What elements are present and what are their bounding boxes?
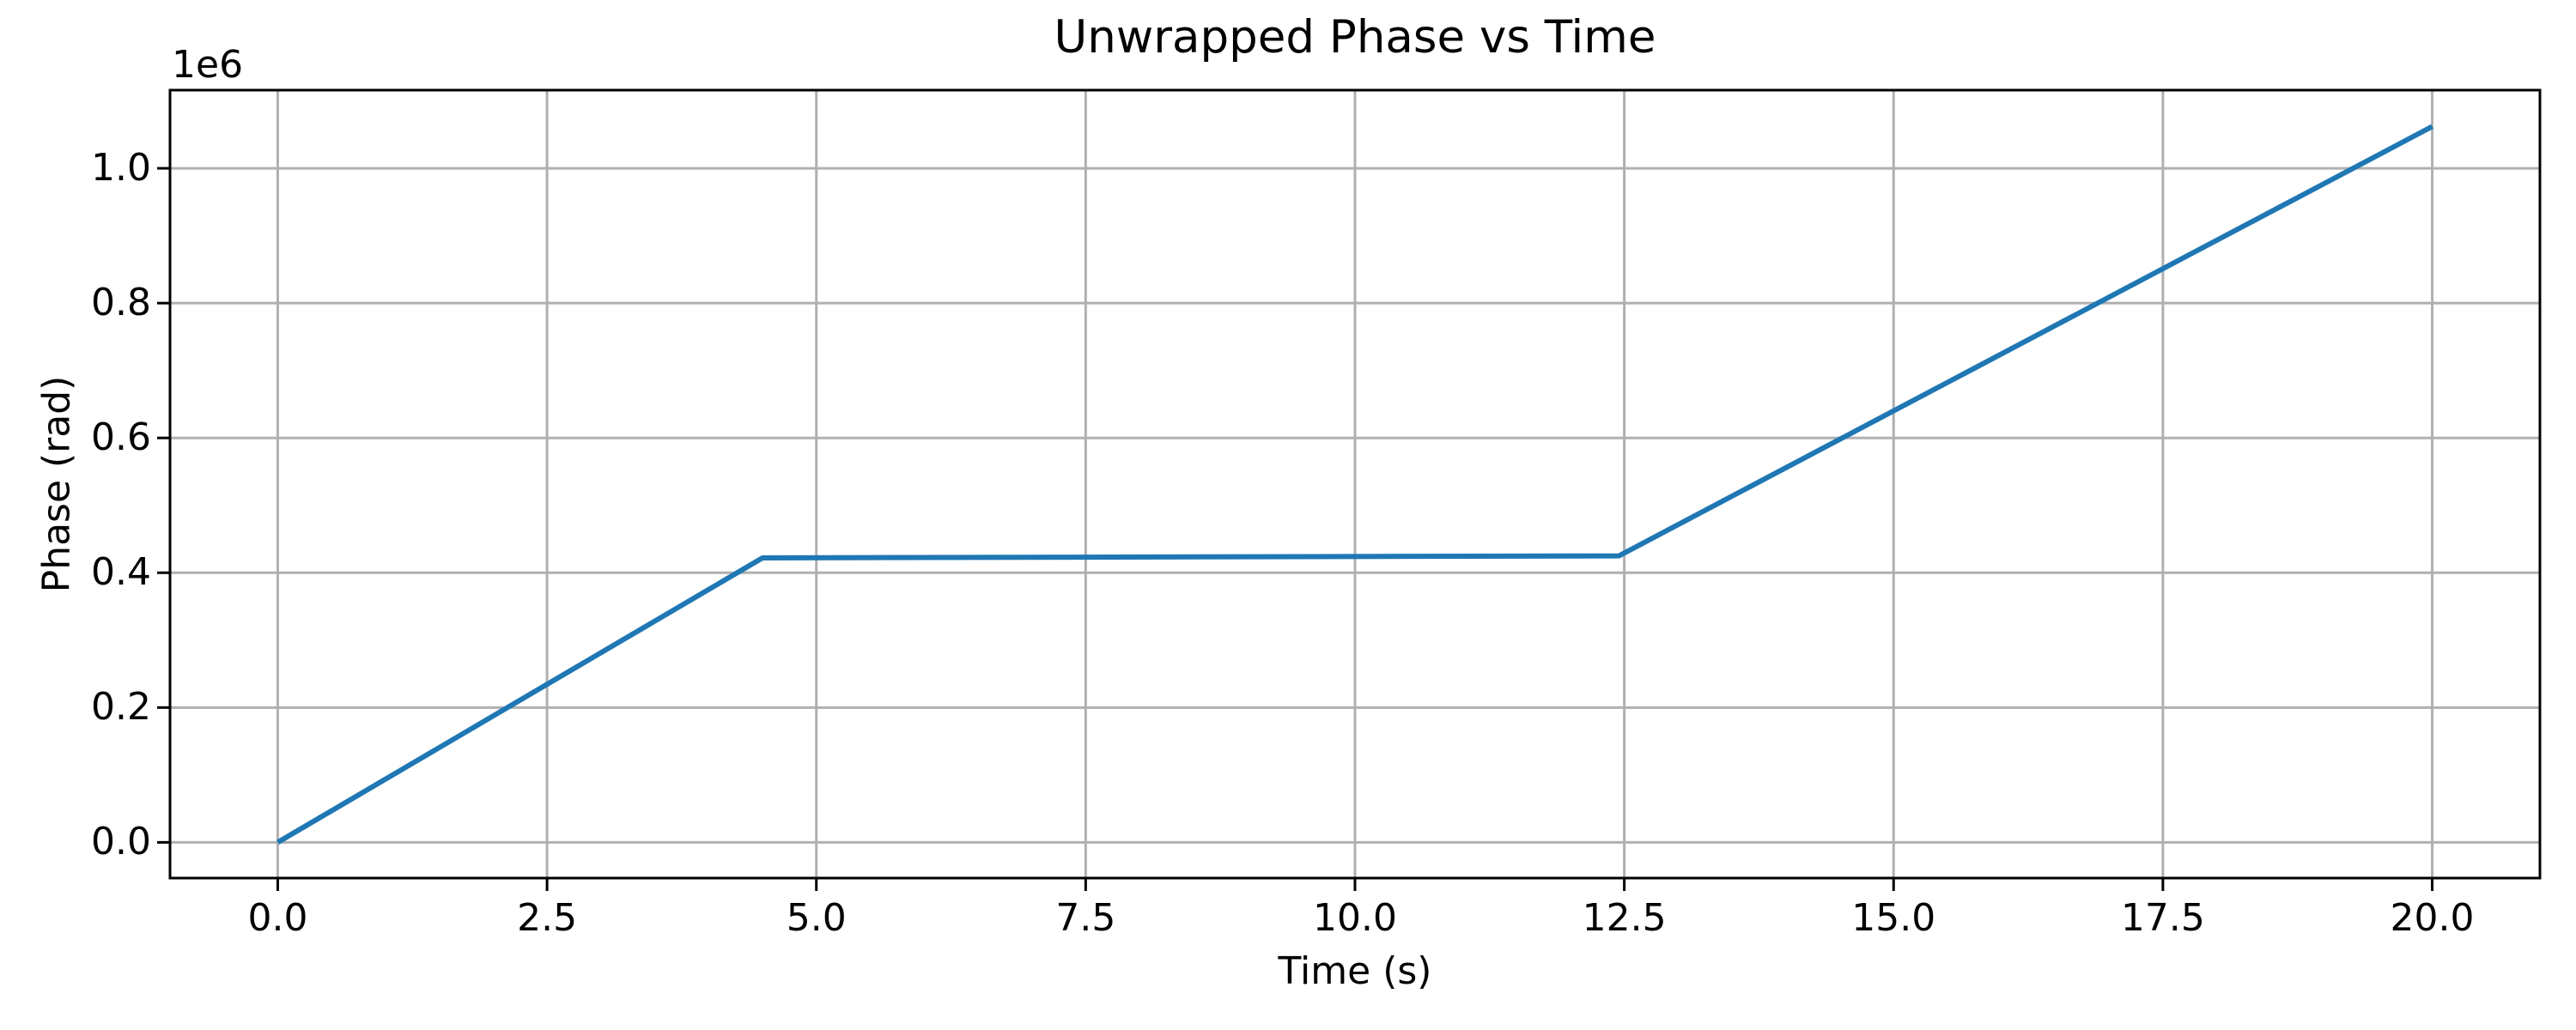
x-tick-label: 20.0 (2390, 896, 2475, 940)
x-tick-label: 15.0 (1851, 896, 1936, 940)
x-tick-label: 10.0 (1313, 896, 1397, 940)
y-tick-label: 0.0 (91, 820, 151, 864)
x-tick-label: 7.5 (1055, 896, 1116, 940)
y-axis-offset-text: 1e6 (172, 43, 244, 87)
chart-title: Unwrapped Phase vs Time (1054, 11, 1656, 64)
y-tick-label: 0.6 (91, 415, 151, 460)
x-tick-label: 0.0 (247, 896, 308, 940)
x-tick-label: 2.5 (517, 896, 578, 940)
series-line-unwrapped-phase (276, 124, 2433, 845)
y-tick-label: 0.4 (91, 550, 151, 595)
x-tick-label: 17.5 (2120, 896, 2205, 940)
y-tick-label: 0.8 (91, 281, 151, 325)
x-tick-label: 12.5 (1582, 896, 1667, 940)
x-tick-label: 5.0 (786, 896, 847, 940)
y-tick-label: 1.0 (91, 146, 151, 191)
x-axis-label: Time (s) (1278, 949, 1432, 993)
axes (157, 88, 2542, 891)
y-tick-label: 0.2 (91, 685, 151, 730)
plot-area (157, 88, 2542, 891)
